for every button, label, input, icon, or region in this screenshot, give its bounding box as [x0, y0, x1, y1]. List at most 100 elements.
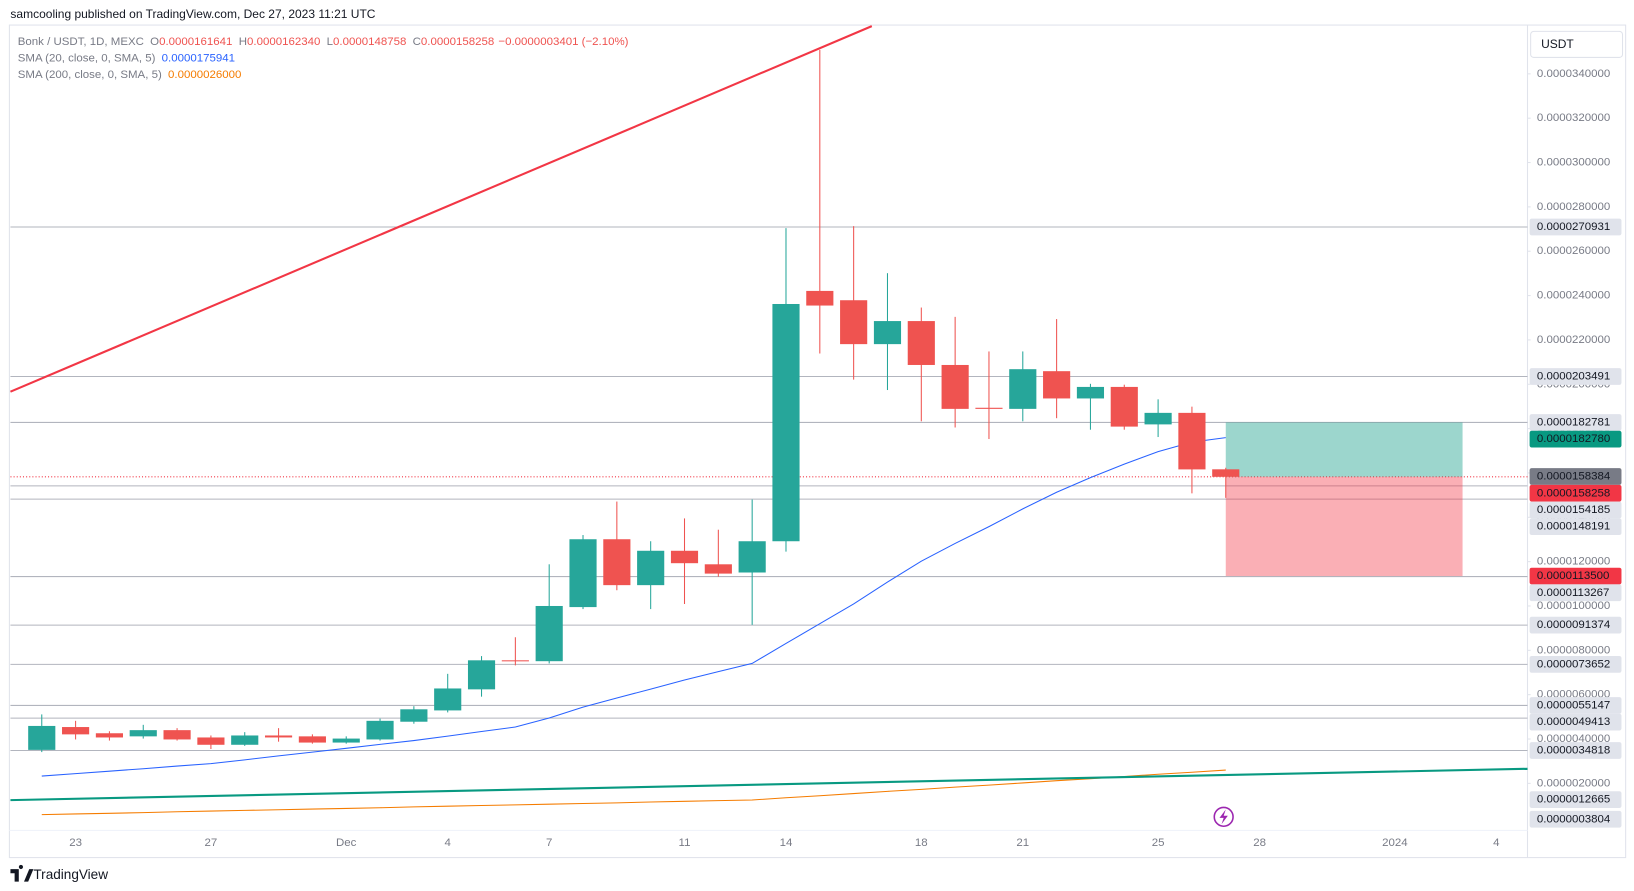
- y-tick-label: 0.0000340000: [1537, 68, 1610, 80]
- y-tick-label: 0.0000120000: [1537, 556, 1610, 568]
- candle-body: [332, 738, 360, 743]
- price-label-box: [1529, 810, 1622, 828]
- x-tick-label: 4: [445, 837, 452, 849]
- candle-body: [400, 709, 428, 722]
- price-label-box: [1529, 742, 1622, 759]
- price-label-box: [1529, 584, 1622, 602]
- candle-body: [840, 300, 868, 345]
- x-tick-label: 23: [69, 837, 82, 849]
- price-label: 0.0000049413: [1537, 716, 1610, 728]
- price-label-box: [1529, 484, 1622, 502]
- plot-area: [10, 49, 1528, 816]
- series-legend: SMA (200, close, 0, SMA, 5) 0.0000026000: [18, 69, 242, 81]
- candle-body: [163, 730, 191, 740]
- candle-body: [975, 407, 1003, 409]
- y-tick-label: 0.0000240000: [1537, 290, 1610, 302]
- sma-line: [41, 437, 1226, 777]
- brand-logo: [10, 864, 34, 882]
- price-label-box: [1529, 218, 1622, 236]
- ohlc-value: 0.0000161641: [159, 36, 232, 48]
- price-label-box: [1529, 697, 1622, 714]
- y-tick-label: 0.0000100000: [1537, 600, 1610, 612]
- candle-body: [62, 727, 90, 735]
- candle-body: [569, 539, 597, 608]
- sma-line: [41, 769, 1226, 816]
- price-label: 0.0000158384: [1537, 471, 1611, 483]
- candle-body: [670, 550, 699, 564]
- symbol-legend: Bonk / USDT, 1D, MEXC O0.0000161641 H0.000…: [18, 36, 629, 48]
- candle-body: [298, 736, 326, 743]
- chart-frame: [8, 24, 1627, 859]
- series-name: SMA (20, close, 0, SMA, 5): [18, 53, 156, 65]
- price-label-box: [1529, 430, 1622, 448]
- x-tick-label: 2024: [1382, 837, 1408, 849]
- candle-body: [264, 735, 293, 738]
- candle-body: [1043, 371, 1071, 399]
- price-label: 0.0000073652: [1537, 658, 1610, 670]
- x-tick-label: 4: [1493, 837, 1500, 849]
- price-label: 0.0000055147: [1537, 699, 1610, 711]
- price-label: 0.0000113500: [1537, 570, 1609, 582]
- currency-button[interactable]: [1530, 30, 1624, 58]
- x-tick-label: 25: [1152, 837, 1165, 849]
- price-label: 0.0000154185: [1537, 504, 1610, 516]
- ohlc-key: L: [327, 36, 333, 48]
- x-tick-label: 27: [205, 837, 218, 849]
- price-label: 0.0000113267: [1537, 587, 1609, 599]
- x-tick-label: 18: [915, 837, 928, 849]
- price-label-box: [1529, 567, 1622, 585]
- event-icon-bolt: [1219, 809, 1228, 825]
- candle-body: [535, 605, 563, 662]
- candle-body: [197, 737, 225, 745]
- series-name: SMA (200, close, 0, SMA, 5): [18, 69, 162, 81]
- candle-body: [873, 321, 902, 345]
- price-label: 0.0000148191: [1537, 521, 1610, 533]
- price-label: 0.0000182780: [1537, 433, 1610, 445]
- price-label: 0.0000003804: [1537, 813, 1611, 825]
- y-tick-label: 0.0000040000: [1537, 733, 1610, 745]
- x-tick-label: 21: [1016, 837, 1029, 849]
- candle-body: [28, 725, 56, 750]
- symbol: Bonk / USDT, 1D, MEXC: [18, 36, 144, 48]
- y-tick-label: 0.0000320000: [1537, 112, 1610, 124]
- price-label-box: [1529, 656, 1622, 673]
- currency[interactable]: USDT: [1541, 37, 1574, 51]
- brand-name: TradingView: [33, 867, 108, 882]
- candle-body: [772, 303, 800, 542]
- candle-body: [704, 564, 732, 574]
- trend-line: [10, 767, 1528, 802]
- price-label-box: [1529, 414, 1622, 431]
- ohlc-value: 0.0000162340: [247, 36, 320, 48]
- x-tick-label: 7: [546, 837, 552, 849]
- price-label-box: [1529, 518, 1622, 536]
- x-tick-label: 28: [1253, 837, 1266, 849]
- candle-body: [907, 321, 935, 365]
- candle-body: [1076, 386, 1105, 399]
- price-label-box: [1529, 713, 1622, 731]
- series-value: 0.0000175941: [162, 53, 235, 65]
- candle-body: [1212, 469, 1240, 477]
- candle-body: [738, 541, 766, 573]
- x-tick-label: 11: [679, 837, 691, 849]
- candle-body: [129, 730, 157, 737]
- candle-body: [434, 688, 462, 711]
- change: −0.0000003401 (−2.10%): [498, 36, 628, 48]
- price-label-box: [1529, 616, 1622, 634]
- x-tick-label: Dec: [336, 837, 357, 849]
- candle-body: [231, 735, 259, 745]
- candle-body: [95, 733, 123, 738]
- price-label: 0.0000091374: [1537, 619, 1611, 631]
- price-label: 0.0000270931: [1537, 221, 1610, 233]
- ohlc-value: 0.0000148758: [333, 36, 406, 48]
- price-label: 0.0000158258: [1537, 487, 1610, 499]
- y-tick-label: 0.0000220000: [1537, 334, 1610, 346]
- candle-body: [1178, 412, 1206, 470]
- candle-body: [637, 550, 665, 586]
- price-label-box: [1529, 791, 1622, 808]
- y-tick-label: 0.0000280000: [1537, 201, 1610, 213]
- series-legend: SMA (20, close, 0, SMA, 5) 0.0000175941: [18, 53, 235, 65]
- price-label-box: [1529, 501, 1622, 519]
- price-label: 0.0000182781: [1537, 416, 1610, 428]
